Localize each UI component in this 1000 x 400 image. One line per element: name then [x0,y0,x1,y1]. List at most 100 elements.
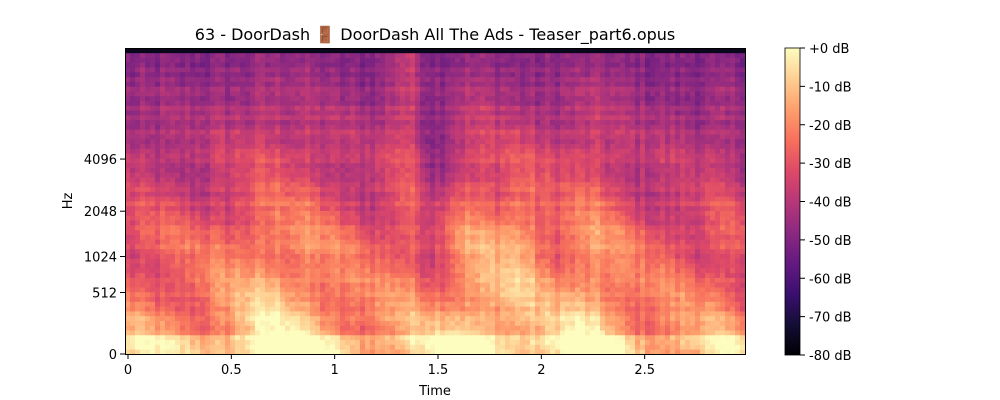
heatmap-cell [145,229,151,235]
heatmap-cell [440,134,446,140]
heatmap-cell [440,330,446,336]
heatmap-cell [325,282,331,288]
heatmap-cell [360,267,366,274]
heatmap-cell [390,134,396,140]
heatmap-cell [220,224,226,231]
heatmap-cell [430,181,436,188]
heatmap-cell [130,148,136,154]
heatmap-cell [380,119,386,125]
heatmap-cell [475,110,481,116]
heatmap-cell [360,334,366,341]
heatmap-cell [400,71,406,78]
heatmap-cell [150,301,156,307]
heatmap-cell [505,157,511,164]
heatmap-cell [510,201,516,207]
heatmap-cell [405,201,411,207]
heatmap-cell [145,172,151,178]
heatmap-cell [165,177,171,183]
heatmap-cell [475,349,481,355]
heatmap-cell [465,248,471,254]
heatmap-cell [155,186,161,192]
heatmap-cell [480,258,486,264]
heatmap-cell [135,167,141,173]
heatmap-cell [255,48,261,54]
heatmap-cell [430,57,436,63]
heatmap-cell [190,334,196,341]
heatmap-cell [250,344,256,350]
heatmap-cell [335,310,341,317]
heatmap-cell [500,344,506,350]
heatmap-cell [455,325,461,331]
heatmap-cell [275,215,281,221]
heatmap-cell [440,229,446,235]
heatmap-cell [495,263,501,269]
heatmap-cell [340,48,346,54]
heatmap-cell [410,181,416,188]
heatmap-cell [150,172,156,178]
heatmap-cell [370,196,376,202]
heatmap-cell [330,100,336,106]
heatmap-cell [365,267,371,274]
heatmap-cell [275,224,281,231]
heatmap-cell [280,277,286,283]
heatmap-cell [325,339,331,345]
heatmap-cell [440,210,446,216]
heatmap-cell [160,315,166,321]
heatmap-cell [230,138,236,145]
heatmap-cell [235,186,241,192]
heatmap-cell [310,258,316,264]
heatmap-cell [165,224,171,231]
heatmap-cell [390,306,396,312]
heatmap-cell [150,143,156,149]
heatmap-cell [285,282,291,288]
heatmap-cell [400,277,406,283]
heatmap-cell [455,244,461,250]
heatmap-cell [495,330,501,336]
heatmap-cell [320,71,326,78]
heatmap-cell [265,263,271,269]
heatmap-cell [395,196,401,202]
heatmap-cell [160,81,166,87]
heatmap-cell [300,110,306,116]
heatmap-cell [410,267,416,274]
heatmap-cell [265,110,271,116]
heatmap-cell [495,267,501,274]
heatmap-cell [320,181,326,188]
heatmap-cell [340,334,346,341]
heatmap-cell [340,287,346,293]
heatmap-cell [485,91,491,97]
heatmap-cell [500,325,506,331]
heatmap-cell [460,143,466,149]
heatmap-cell [395,344,401,350]
heatmap-cell [365,253,371,259]
heatmap-cell [360,315,366,321]
heatmap-cell [490,282,496,288]
heatmap-cell [455,48,461,54]
heatmap-cell [430,229,436,235]
heatmap-cell [235,291,241,298]
heatmap-cell [155,119,161,125]
heatmap-cell [210,248,216,254]
heatmap-cell [245,138,251,145]
heatmap-cell [235,177,241,183]
heatmap-cell [290,76,296,82]
heatmap-cell [340,296,346,302]
heatmap-cell [345,258,351,264]
heatmap-cell [310,52,316,58]
heatmap-cell [455,162,461,168]
heatmap-cell [280,177,286,183]
heatmap-cell [320,95,326,101]
heatmap-cell [400,143,406,149]
heatmap-cell [165,244,171,250]
heatmap-cell [295,325,301,331]
heatmap-cell [345,100,351,106]
heatmap-cell [305,186,311,192]
heatmap-cell [465,76,471,82]
heatmap-cell [435,282,441,288]
heatmap-cell [305,349,311,355]
heatmap-cell [205,153,211,159]
heatmap-cell [505,263,511,269]
heatmap-cell [300,100,306,106]
heatmap-cell [200,267,206,274]
heatmap-cell [400,119,406,125]
